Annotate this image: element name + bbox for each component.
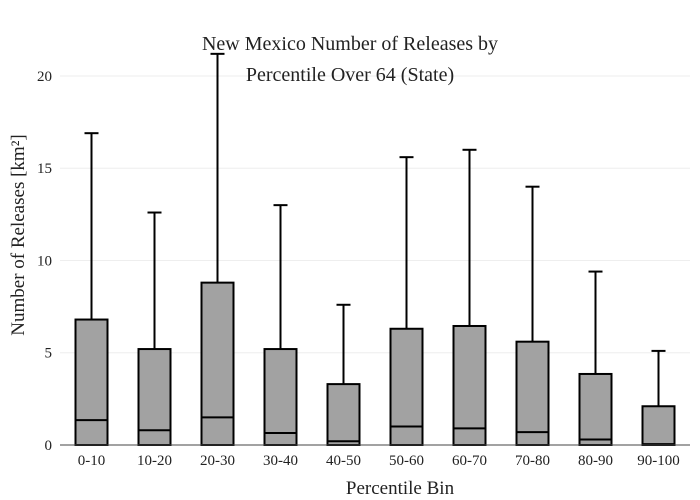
x-tick-label-0-10: 0-10 <box>78 453 106 469</box>
axes: 0 5 10 15 20 0-10 10-20 20-30 30-40 40-50 50-60 60-… <box>37 69 690 469</box>
x-tick-label-60-70: 60-70 <box>452 453 487 469</box>
box-80-90 <box>578 270 613 446</box>
chart-title-line-2: Percentile Over 64 (State) <box>246 64 454 86</box>
x-tick-label-90-100: 90-100 <box>637 453 680 469</box>
box-90-100 <box>641 349 676 446</box>
x-tick-label-20-30: 20-30 <box>200 453 235 469</box>
box-body-90-100 <box>641 405 676 446</box>
x-tick-label-70-80: 70-80 <box>515 453 550 469</box>
x-tick-label-80-90: 80-90 <box>578 453 613 469</box>
box-body-10-20 <box>137 348 172 446</box>
y-tick-label-5: 5 <box>45 346 53 362</box>
box-40-50 <box>326 303 361 446</box>
box-body-40-50 <box>326 383 361 446</box>
box-70-80 <box>515 185 550 446</box>
box-series <box>74 52 676 447</box>
box-body-0-10 <box>74 318 109 447</box>
box-30-40 <box>263 204 298 446</box>
box-body-20-30 <box>200 281 235 446</box>
x-tick-label-50-60: 50-60 <box>389 453 424 469</box>
box-10-20 <box>137 211 172 446</box>
y-tick-label-15: 15 <box>37 161 52 177</box>
x-tick-label-40-50: 40-50 <box>326 453 361 469</box>
gridlines <box>60 75 690 354</box>
box-body-80-90 <box>578 372 613 446</box>
box-20-30 <box>200 52 235 446</box>
y-tick-label-10: 10 <box>37 253 52 269</box>
box-body-70-80 <box>515 340 550 446</box>
x-tick-label-30-40: 30-40 <box>263 453 298 469</box>
box-60-70 <box>452 148 487 446</box>
y-tick-label-20: 20 <box>37 69 52 85</box>
y-tick-label-0: 0 <box>45 438 53 454</box>
x-tick-label-10-20: 10-20 <box>137 453 172 469</box>
box-body-60-70 <box>452 324 487 446</box>
box-body-30-40 <box>263 348 298 446</box>
x-axis-title: Percentile Bin <box>346 478 455 499</box>
chart-title-line-1: New Mexico Number of Releases by <box>202 33 498 55</box>
box-50-60 <box>389 156 424 446</box>
y-axis-title: Number of Releases [km²] <box>8 134 29 335</box>
box-body-50-60 <box>389 327 424 446</box>
box-0-10 <box>74 132 109 447</box>
